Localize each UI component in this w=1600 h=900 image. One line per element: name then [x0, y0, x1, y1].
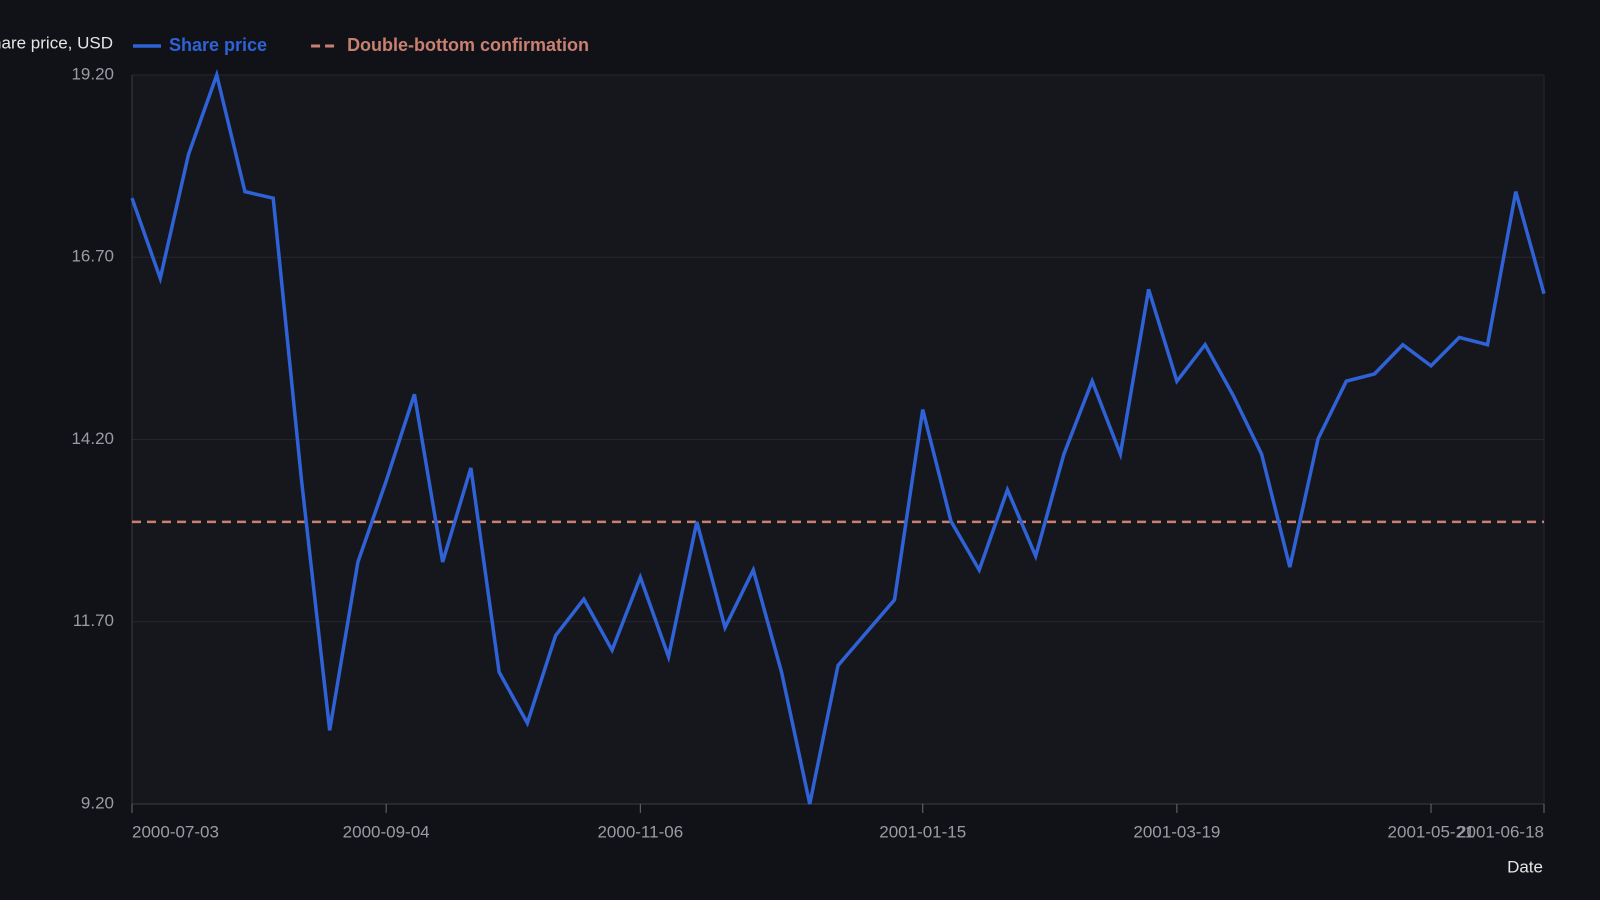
legend-label: Share price	[169, 35, 267, 55]
x-tick-label: 2001-03-19	[1133, 822, 1220, 841]
x-tick-label: 2001-06-18	[1457, 822, 1544, 841]
y-tick-label: 16.70	[71, 247, 114, 266]
x-tick-label: 2000-07-03	[132, 822, 219, 841]
x-axis-title: Date	[1507, 857, 1543, 876]
legend-label: Double-bottom confirmation	[347, 35, 589, 55]
y-tick-label: 14.20	[71, 429, 114, 448]
y-tick-label: 11.70	[73, 611, 114, 630]
y-axis-title: Share price, USD	[0, 33, 113, 52]
series-line	[130, 68, 1546, 805]
x-tick-label: 2000-09-04	[343, 822, 430, 841]
y-tick-label: 9.20	[81, 793, 114, 812]
x-tick-label: 2001-01-15	[879, 822, 966, 841]
x-tick-label: 2001-05-21	[1388, 822, 1475, 841]
y-tick-label: 19.20	[71, 64, 114, 83]
x-tick-label: 2000-11-06	[597, 822, 683, 841]
